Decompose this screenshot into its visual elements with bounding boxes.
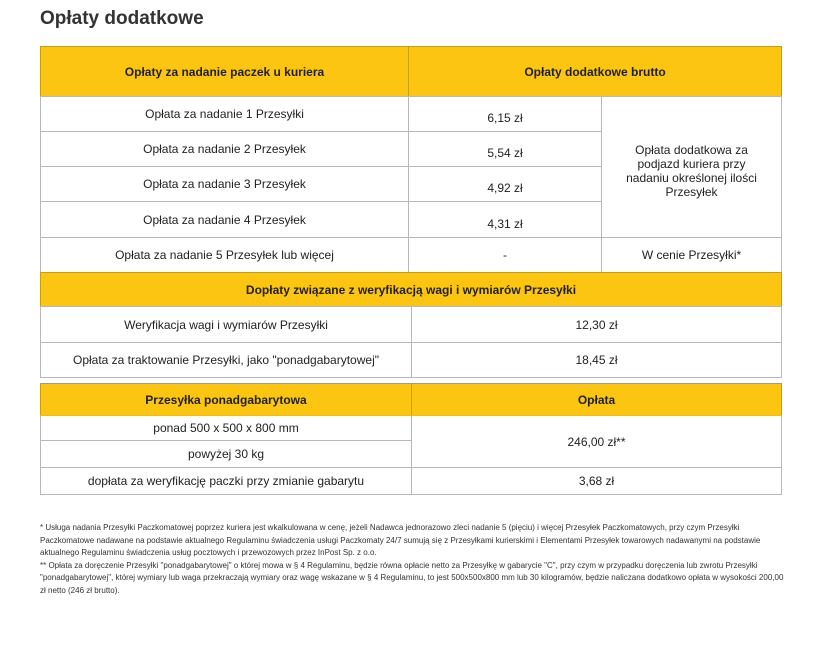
header-cell: Opłata	[411, 383, 782, 416]
cell: -	[408, 237, 602, 273]
cell: 4,92 zł	[408, 166, 602, 202]
title: Opłaty dodatkowe	[40, 8, 204, 29]
header-cell: Opłaty za nadanie paczek u kuriera	[40, 46, 409, 97]
cell: 5,54 zł	[408, 131, 602, 167]
cell: Opłata za traktowanie Przesyłki, jako "p…	[40, 342, 412, 378]
cell: W cenie Przesyłki*	[601, 237, 782, 273]
cell: 6,15 zł	[408, 96, 602, 132]
cell: ponad 500 x 500 x 800 mm	[40, 415, 412, 441]
cell: Opłata za nadanie 2 Przesyłek	[40, 131, 409, 167]
cell: Weryfikacja wagi i wymiarów Przesyłki	[40, 306, 412, 343]
cell: 18,45 zł	[411, 342, 782, 378]
cell: dopłata za weryfikację paczki przy zmian…	[40, 467, 412, 495]
footnote: * Usługa nadania Przesyłki Paczkomatowej…	[40, 523, 761, 557]
cell: powyżej 30 kg	[40, 440, 412, 468]
footnote: ** Opłata za doręczenie Przesyłki "ponad…	[40, 560, 784, 595]
footnotes: * Usługa nadania Przesyłki Paczkomatowej…	[40, 522, 785, 597]
merged-cell: 246,00 zł**	[411, 415, 782, 468]
header-cell: Dopłaty związane z weryfikacją wagi i wy…	[40, 272, 782, 307]
cell: Opłata za nadanie 3 Przesyłek	[40, 166, 409, 202]
cell: 4,31 zł	[408, 201, 602, 238]
cell: Opłata za nadanie 1 Przesyłki	[40, 96, 409, 132]
merged-cell: Opłata dodatkowa za podjazd kuriera przy…	[601, 96, 782, 238]
header-cell: Opłaty dodatkowe brutto	[408, 46, 782, 97]
cell: 3,68 zł	[411, 467, 782, 495]
cell: Opłata za nadanie 4 Przesyłek	[40, 201, 409, 238]
cell: Opłata za nadanie 5 Przesyłek lub więcej	[40, 237, 409, 273]
header-cell: Przesyłka ponadgabarytowa	[40, 383, 412, 416]
cell: 12,30 zł	[411, 306, 782, 343]
